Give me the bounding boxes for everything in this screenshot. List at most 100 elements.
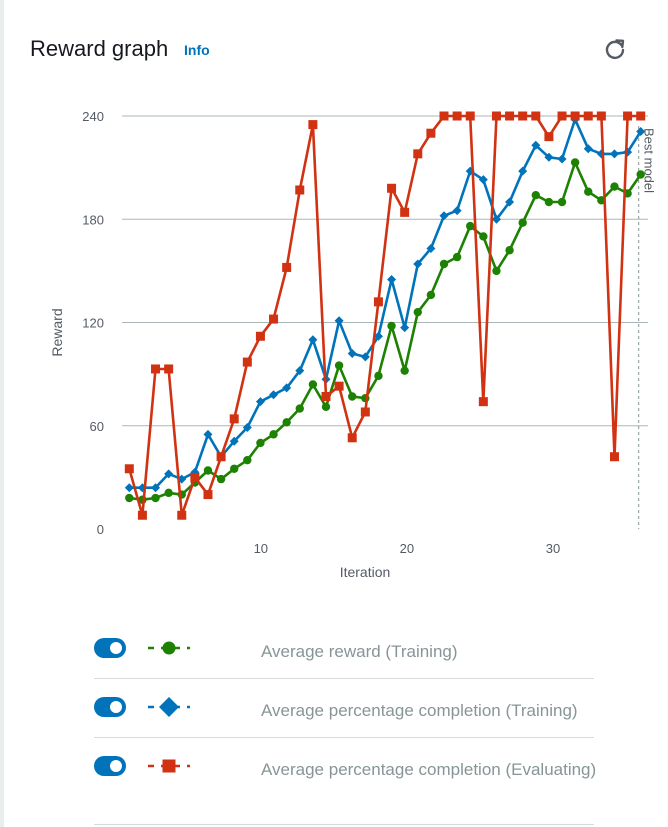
data-point xyxy=(373,297,383,307)
legend-circle-marker xyxy=(148,641,190,655)
legend-label: Average percentage completion (Training) xyxy=(261,701,578,720)
data-point xyxy=(478,397,488,407)
legend-square-marker xyxy=(148,759,190,773)
data-point xyxy=(334,316,344,326)
data-point xyxy=(373,331,383,341)
data-point xyxy=(505,246,514,255)
data-point xyxy=(570,111,580,121)
data-point xyxy=(452,252,462,262)
data-point xyxy=(426,244,436,254)
data-point xyxy=(347,433,357,443)
data-point xyxy=(229,414,239,424)
data-point xyxy=(465,111,475,121)
data-point xyxy=(531,111,541,121)
data-point xyxy=(413,149,423,159)
data-point xyxy=(505,197,515,207)
y-tick-label: 0 xyxy=(97,522,104,537)
data-point xyxy=(557,197,567,207)
data-point xyxy=(492,266,501,276)
series-toggle[interactable] xyxy=(94,697,126,717)
data-point xyxy=(413,307,422,317)
data-point xyxy=(124,483,134,493)
data-point xyxy=(609,452,619,462)
data-point xyxy=(479,232,488,241)
chart-svg: 0 60 120 180 240 10 20 30 Iteration Reward Best mo… xyxy=(49,109,657,580)
toggle-knob xyxy=(110,701,122,713)
data-point xyxy=(400,366,409,375)
data-point xyxy=(151,364,161,374)
data-point xyxy=(164,364,174,374)
data-point xyxy=(584,187,593,196)
data-point xyxy=(544,152,554,162)
refresh-icon[interactable] xyxy=(602,37,628,63)
best-model-label: Best model xyxy=(642,128,657,193)
data-point xyxy=(518,166,528,176)
y-tick-label: 120 xyxy=(82,316,104,331)
reward-chart: 0 60 120 180 240 10 20 30 Iteration Reward Best mo… xyxy=(0,95,668,595)
data-point xyxy=(570,158,580,167)
data-point xyxy=(439,211,449,221)
data-point xyxy=(583,144,593,154)
data-point xyxy=(360,407,370,417)
data-point xyxy=(609,149,619,159)
data-point xyxy=(255,397,265,407)
data-point xyxy=(269,390,279,400)
data-point xyxy=(334,381,344,391)
data-point xyxy=(452,206,462,216)
data-point xyxy=(623,111,633,121)
data-point xyxy=(242,357,252,367)
data-point xyxy=(439,111,449,121)
data-point xyxy=(164,469,174,479)
data-point xyxy=(255,331,265,341)
x-tick-label: 30 xyxy=(546,541,560,556)
data-point xyxy=(531,140,541,150)
info-link[interactable]: Info xyxy=(184,42,210,58)
data-point xyxy=(295,366,305,376)
data-point xyxy=(348,392,357,401)
data-point xyxy=(452,111,462,121)
data-point xyxy=(229,436,239,446)
data-point xyxy=(282,418,291,427)
legend-item-average-reward-training: Average reward (Training) xyxy=(94,620,594,679)
data-point xyxy=(426,128,436,138)
data-point xyxy=(269,430,278,439)
series-toggle[interactable] xyxy=(94,756,126,776)
legend-label: Average percentage completion (Evaluatin… xyxy=(261,760,597,779)
data-point xyxy=(596,149,606,159)
data-point xyxy=(636,126,646,136)
data-point xyxy=(531,190,540,200)
data-point xyxy=(282,262,292,272)
data-point xyxy=(400,323,410,333)
data-point xyxy=(557,154,567,164)
series-line xyxy=(129,118,642,490)
data-point xyxy=(400,207,410,217)
data-point xyxy=(124,464,134,474)
legend-diamond-marker xyxy=(148,697,190,717)
data-point xyxy=(439,259,449,269)
data-point xyxy=(557,111,567,121)
data-point xyxy=(242,422,252,432)
x-tick-label: 10 xyxy=(254,541,268,556)
data-point xyxy=(177,510,187,520)
data-point xyxy=(518,111,528,121)
data-point xyxy=(151,483,161,493)
series-toggle[interactable] xyxy=(94,638,126,658)
data-point xyxy=(269,314,279,324)
y-axis-label: Reward xyxy=(49,308,65,356)
toggle-knob xyxy=(110,760,122,772)
data-point xyxy=(387,183,397,193)
data-point xyxy=(308,380,318,389)
x-tick-label: 20 xyxy=(400,541,414,556)
data-point xyxy=(478,175,488,185)
data-point xyxy=(544,132,554,142)
data-point xyxy=(347,348,357,358)
data-point xyxy=(583,111,593,121)
data-point xyxy=(308,120,318,130)
data-point xyxy=(505,111,515,121)
data-point xyxy=(137,510,147,520)
data-point xyxy=(321,391,331,401)
data-point xyxy=(190,472,200,482)
y-tick-label: 60 xyxy=(90,419,104,434)
data-point xyxy=(216,452,226,462)
data-point xyxy=(387,321,396,331)
